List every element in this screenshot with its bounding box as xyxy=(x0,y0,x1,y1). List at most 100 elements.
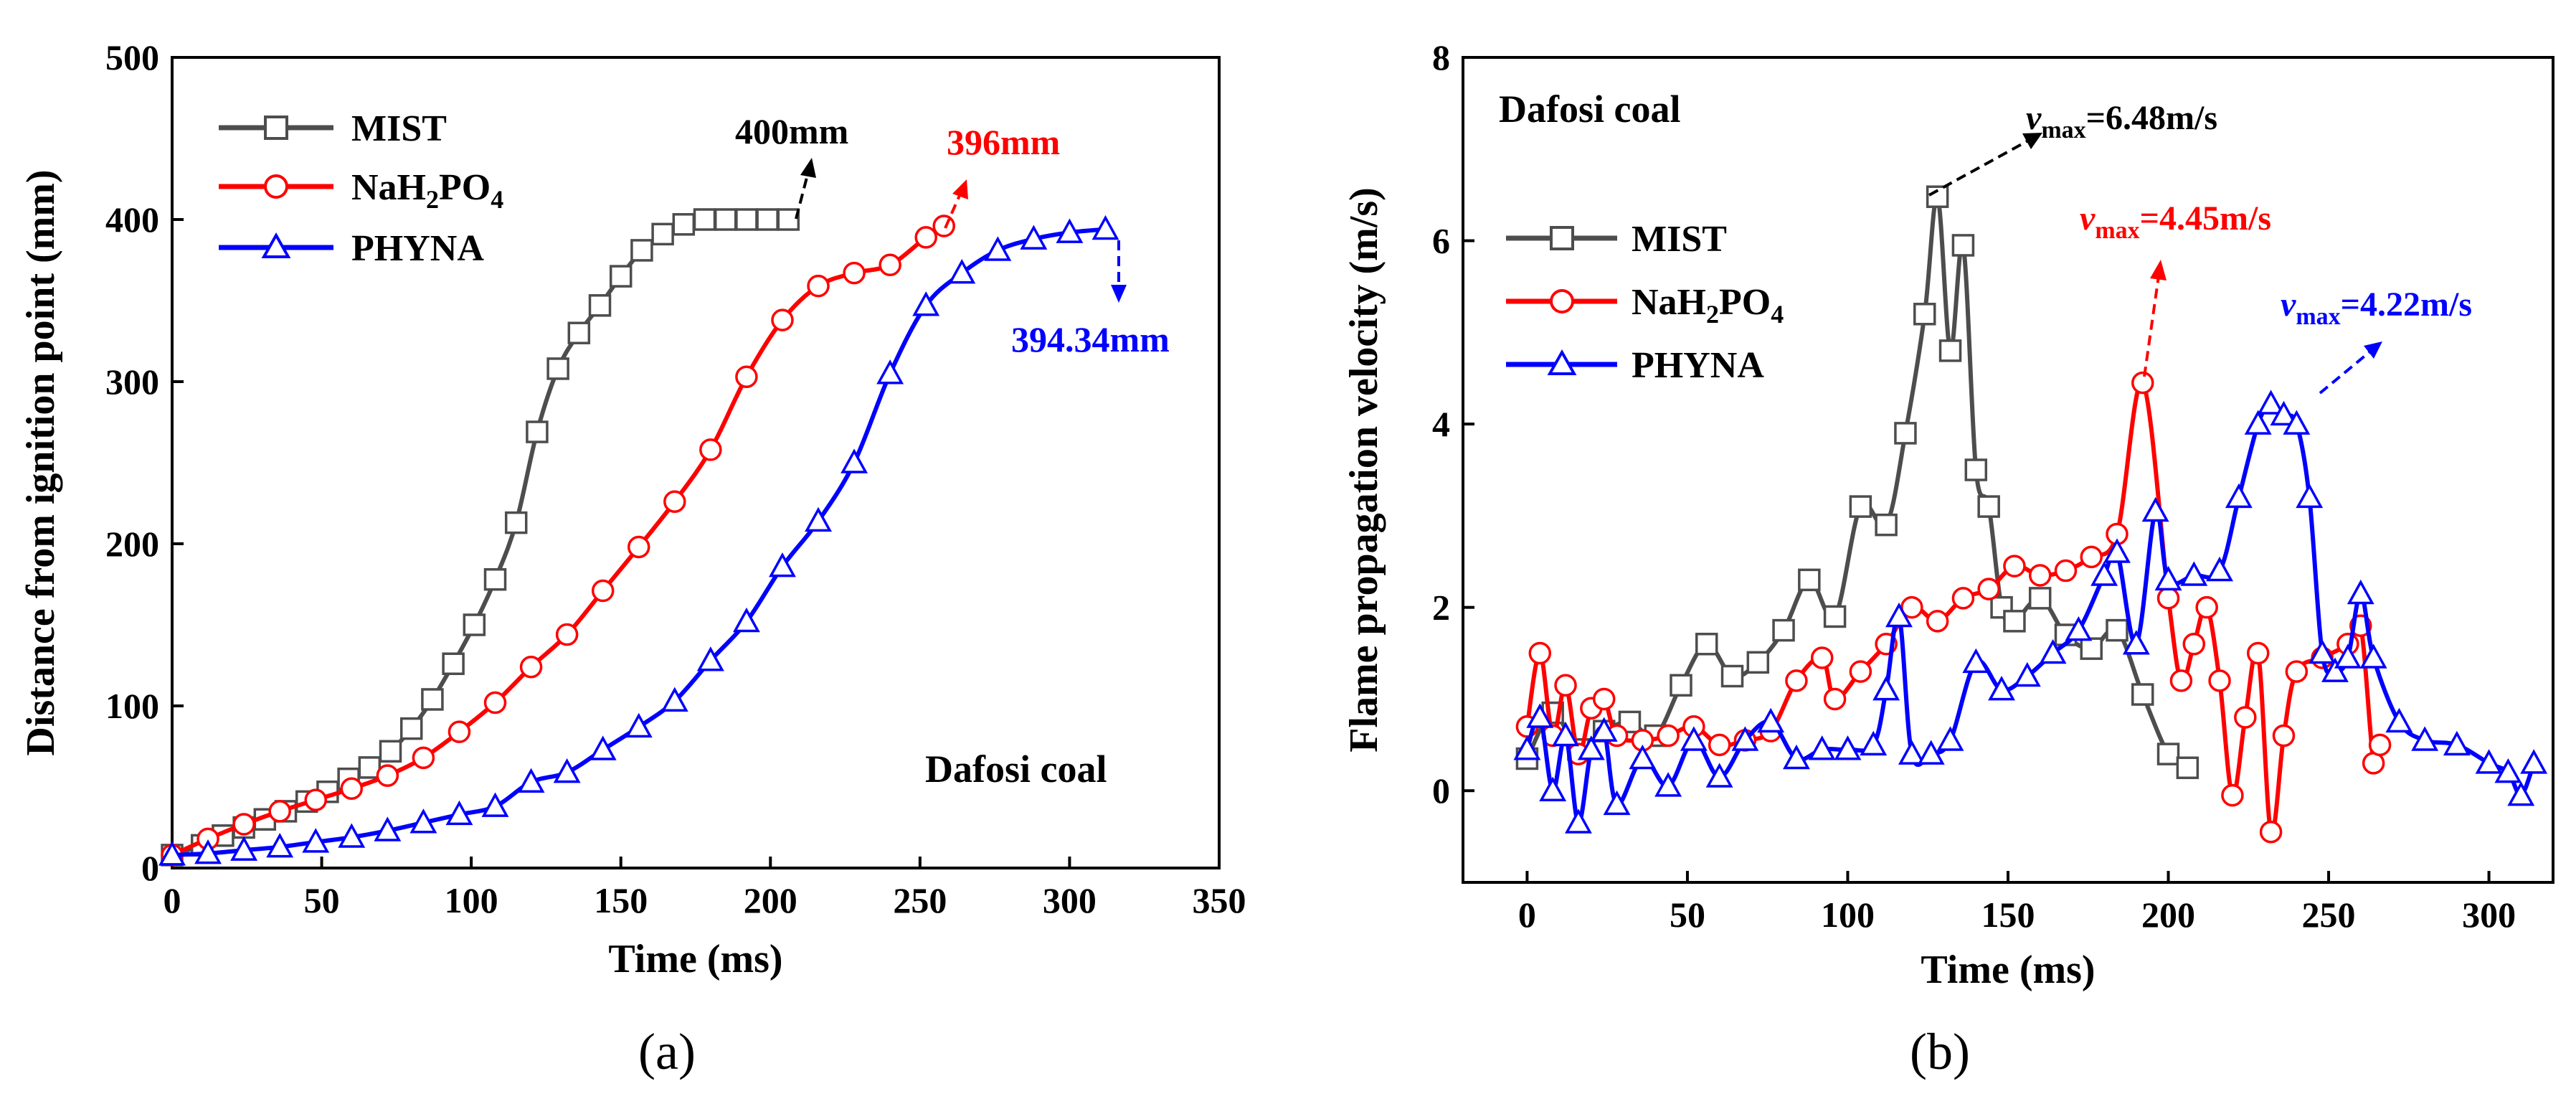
panel-b-point-mist xyxy=(2106,618,2128,642)
panel-b-point-phyna xyxy=(2385,707,2413,733)
panel-b-point-phyna xyxy=(1988,676,2016,701)
panel-b-point-phyna xyxy=(2180,561,2208,586)
panel-b-point-phyna xyxy=(2520,749,2548,774)
panel-b-point-nah2po4 xyxy=(1657,724,1680,748)
panel-b-point-phyna xyxy=(2347,579,2374,605)
panel-b-point-phyna xyxy=(2475,749,2503,774)
panel-b-point-mist xyxy=(2003,610,2026,633)
panel-a-line-nah2po4 xyxy=(171,224,945,857)
panel-b-point-mist xyxy=(1894,422,1917,445)
panel-a-point-phyna xyxy=(338,823,366,848)
panel-b-point-phyna xyxy=(2334,643,2362,669)
panel-a-point-mist xyxy=(672,213,696,236)
panel-a-point-phyna xyxy=(805,506,832,532)
panel-b-point-phyna xyxy=(1808,735,1836,760)
panel-a-point-phyna xyxy=(1020,225,1048,250)
panel-b-velocity-chart: 0 50 100 150 200 250 300 0 2 4 6 8 vmax=6.48m/s vma… xyxy=(1342,37,2554,1080)
panel-a-point-nah2po4 xyxy=(627,535,650,559)
panel-b-ticks: 0 50 100 150 200 250 300 0 2 4 6 8 xyxy=(1432,37,2516,935)
panel-b-point-mist xyxy=(1964,458,1988,481)
panel-b-point-phyna xyxy=(1834,735,1862,760)
panel-b-point-nah2po4 xyxy=(2080,545,2103,569)
svg-text:NaH2PO4: NaH2PO4 xyxy=(1632,282,1784,329)
panel-a-point-mist xyxy=(442,652,465,675)
panel-b-point-phyna xyxy=(2141,496,2169,522)
panel-b-point-mist xyxy=(1913,303,1936,326)
panel-a-point-phyna xyxy=(517,768,545,793)
panel-b-callout-phyna-text: vmax=4.22m/s xyxy=(2281,286,2472,330)
panel-a-annotation-dafosi-coal: Dafosi coal xyxy=(925,748,1107,791)
panel-a-x-tick-label: 250 xyxy=(893,880,947,920)
panel-b-point-mist xyxy=(1938,339,1962,362)
panel-a-point-phyna xyxy=(445,800,473,826)
panel-a-point-mist xyxy=(379,740,402,763)
panel-b-point-nah2po4 xyxy=(1554,674,1577,697)
panel-a-point-phyna xyxy=(876,359,904,385)
panel-b-point-mist xyxy=(1798,568,1821,592)
panel-b-point-nah2po4 xyxy=(2208,669,2231,692)
panel-a-x-tick-label: 50 xyxy=(304,880,340,920)
panel-b-point-phyna xyxy=(1872,676,1900,701)
panel-a-point-phyna xyxy=(194,839,222,864)
panel-a-point-nah2po4 xyxy=(448,720,471,743)
panel-a-point-phyna xyxy=(984,236,1012,261)
panel-b-point-phyna xyxy=(1577,735,1605,760)
panel-b-point-nah2po4 xyxy=(1849,660,1872,683)
panel-a-y-tick-label: 400 xyxy=(105,199,159,240)
panel-a-point-phyna xyxy=(481,792,509,817)
panel-a-legend-item-phyna: PHYNA xyxy=(219,228,484,269)
panel-a-point-phyna xyxy=(302,828,330,853)
panel-a-point-mist xyxy=(358,756,382,779)
panel-b-point-nah2po4 xyxy=(1823,687,1847,711)
panel-a-point-phyna xyxy=(696,646,724,671)
panel-a-plot-frame xyxy=(171,56,1221,869)
panel-b-point-nah2po4 xyxy=(1810,646,1834,669)
panel-a-point-nah2po4 xyxy=(519,656,543,679)
panel-a-label: (a) xyxy=(638,1023,696,1080)
panel-a-series-phyna xyxy=(158,214,1119,866)
panel-b-point-phyna xyxy=(1629,744,1657,770)
panel-b-y-tick-label: 8 xyxy=(1432,37,1450,77)
panel-a-point-nah2po4 xyxy=(591,579,615,603)
panel-a-point-phyna xyxy=(948,258,976,284)
panel-a-point-phyna xyxy=(230,836,258,861)
panel-a-point-mist xyxy=(609,265,633,288)
panel-b-point-phyna xyxy=(1564,808,1592,834)
panel-b-point-nah2po4 xyxy=(2221,783,2244,807)
panel-a-point-nah2po4 xyxy=(304,788,327,811)
panel-a-point-mist xyxy=(693,208,716,231)
panel-b-point-phyna xyxy=(2122,630,2150,655)
panel-b-point-nah2po4 xyxy=(1977,577,2000,600)
panel-b-y-tick-label: 6 xyxy=(1432,221,1450,261)
panel-a-point-mist xyxy=(483,567,507,591)
panel-a-y-tick-label: 500 xyxy=(105,37,159,77)
panel-a-x-tick-label: 350 xyxy=(1193,880,1246,920)
panel-b-point-mist xyxy=(1951,234,1975,257)
panel-b-y-tick-label: 0 xyxy=(1432,770,1450,811)
panel-b-y-axis-label: Flame propagation velocity (m/s) xyxy=(1342,187,1386,753)
panel-b-point-nah2po4 xyxy=(2169,669,2193,692)
panel-b-point-nah2po4 xyxy=(2362,752,2385,775)
panel-a-legend-item-mist: MIST xyxy=(219,108,447,149)
panel-b-legend-item-mist: MIST xyxy=(1506,219,1727,260)
panel-b-series-nah2po4 xyxy=(1515,371,2392,844)
panel-b-point-phyna xyxy=(1705,763,1733,788)
svg-text:NaH2PO4: NaH2PO4 xyxy=(351,167,503,214)
panel-b-label: (b) xyxy=(1910,1023,1970,1080)
panel-a-point-nah2po4 xyxy=(268,800,291,823)
panel-a-point-nah2po4 xyxy=(663,490,686,513)
panel-b-point-phyna xyxy=(2321,657,2349,682)
panel-b-legend: MIST NaH2PO4 PHYNA xyxy=(1506,219,1784,386)
panel-b-y-tick-label: 2 xyxy=(1432,588,1450,628)
panel-b-point-phyna xyxy=(2039,638,2067,664)
panel-a-x-tick-label: 100 xyxy=(445,880,498,920)
panel-a-point-phyna xyxy=(374,816,402,841)
panel-b-point-mist xyxy=(1746,651,1770,674)
panel-b-point-phyna xyxy=(1590,717,1618,742)
panel-a-point-nah2po4 xyxy=(340,777,364,801)
panel-b-point-phyna xyxy=(1552,721,1580,747)
panel-a-callout-phyna-text: 394.34mm xyxy=(1011,319,1170,359)
panel-a-point-nah2po4 xyxy=(879,253,901,277)
panel-a-legend-item-nah2po4: NaH2PO4 xyxy=(219,167,503,214)
